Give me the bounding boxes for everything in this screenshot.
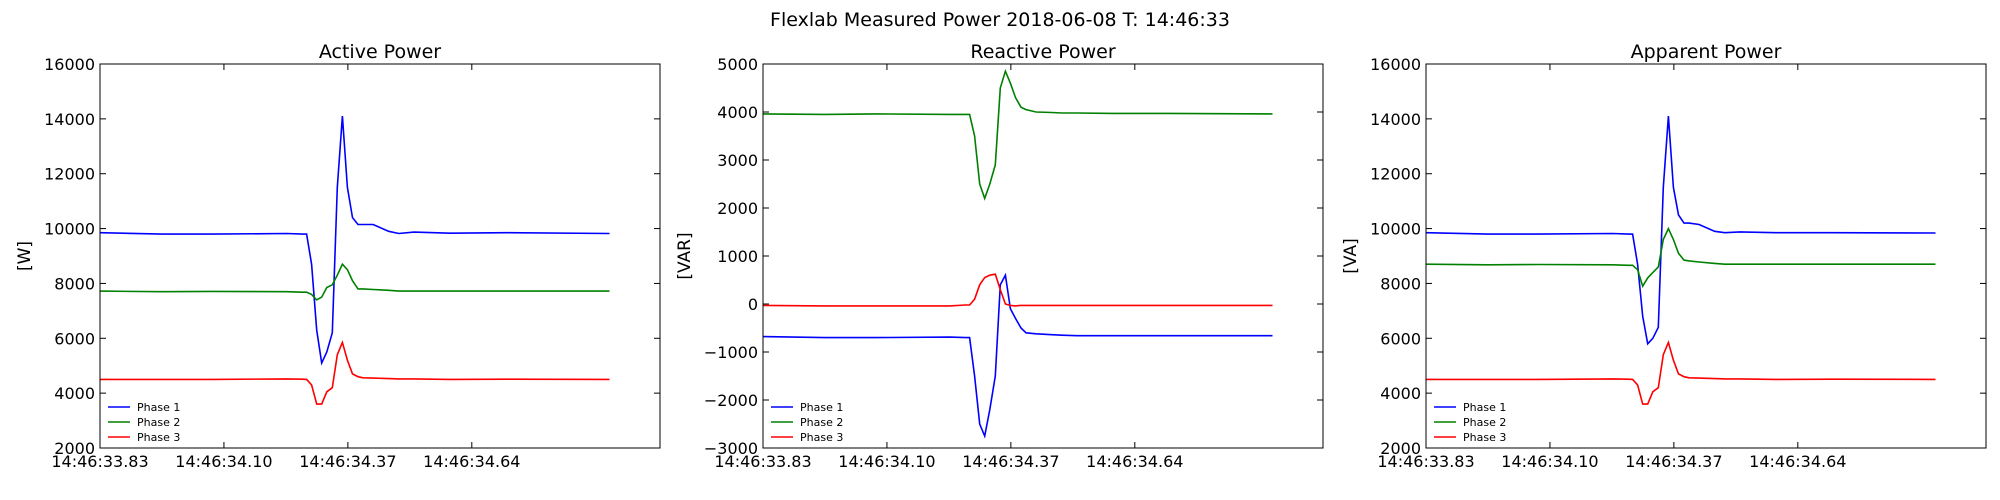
y-tick-label: −3000 [704, 439, 758, 458]
x-tick-label: 14:46:34.64 [423, 452, 520, 471]
x-tick-label: 14:46:34.10 [1501, 452, 1598, 471]
legend-label: Phase 1 [800, 401, 843, 414]
y-tick-label: 3000 [717, 151, 758, 170]
figure-suptitle: Flexlab Measured Power 2018-06-08 T: 14:… [770, 9, 1230, 31]
x-tick-label: 14:46:33.83 [51, 452, 148, 471]
y-tick-label: 2000 [1380, 439, 1421, 458]
y-tick-label: 2000 [54, 439, 95, 458]
x-tick-label: 14:46:34.37 [1625, 452, 1722, 471]
legend-label: Phase 3 [1463, 431, 1506, 444]
plot-area: 2000 4000 6000 8000 10000 12000 14000 16000 14:4… [1370, 55, 1987, 471]
y-tick-label: 6000 [54, 329, 95, 348]
plot-area: −3000 −2000 −1000 0 1000 2000 3000 4000 5000 14:4… [704, 55, 1324, 471]
x-tick-label: 14:46:34.37 [962, 452, 1059, 471]
y-tick-label: 8000 [54, 274, 95, 293]
legend-label: Phase 2 [137, 416, 180, 429]
y-tick-label: 6000 [1380, 329, 1421, 348]
y-tick-label: 14000 [44, 110, 95, 129]
y-tick-label: 12000 [1370, 165, 1421, 184]
y-tick-label: −1000 [704, 343, 758, 362]
series-line-phase-3 [762, 273, 1273, 307]
legend-label: Phase 2 [800, 416, 843, 429]
series-line-phase-2 [1425, 226, 1936, 289]
x-tick-label: 14:46:34.10 [838, 452, 935, 471]
y-tick-label: 1000 [717, 247, 758, 266]
y-tick-label: 16000 [44, 55, 95, 74]
y-tick-label: 2000 [717, 199, 758, 218]
legend-label: Phase 3 [137, 431, 180, 444]
y-tick-label: 0 [748, 295, 758, 314]
y-tick-label: 4000 [717, 103, 758, 122]
y-tick-label: 4000 [54, 384, 95, 403]
y-tick-label: 5000 [717, 55, 758, 74]
x-tick-label: 14:46:34.64 [1086, 452, 1183, 471]
y-tick-label: 10000 [1370, 220, 1421, 239]
y-tick-label: −2000 [704, 391, 758, 410]
series-line-phase-1 [99, 116, 610, 366]
axes-frame [1425, 63, 1987, 449]
y-tick-label: 8000 [1380, 274, 1421, 293]
y-axis-label: [VA] [1341, 238, 1361, 273]
axes-frame [99, 63, 661, 449]
y-axis-label: [VAR] [675, 232, 695, 279]
series-line-phase-1 [1425, 116, 1936, 346]
y-axis-label: [W] [15, 241, 35, 271]
subplot-reactive-power: Reactive Power [VAR] −3000 −2000 −1000 0 100… [675, 41, 1324, 471]
y-tick-label: 4000 [1380, 384, 1421, 403]
x-tick-label: 14:46:34.10 [175, 452, 272, 471]
plot-area: 2000 4000 6000 8000 10000 12000 14000 16000 14:4… [44, 55, 661, 471]
series-line-phase-1 [762, 272, 1273, 439]
subplot-title: Apparent Power [1631, 41, 1782, 63]
series-line-phase-3 [100, 339, 610, 405]
series-line-phase-2 [762, 68, 1273, 201]
x-tick-label: 14:46:33.83 [714, 452, 811, 471]
y-tick-label: 16000 [1370, 55, 1421, 74]
subplot-apparent-power: Apparent Power [VA] 2000 4000 6000 8000 1000… [1341, 41, 1987, 471]
x-tick-label: 14:46:34.64 [1749, 452, 1846, 471]
series-line-phase-3 [1426, 339, 1936, 405]
x-tick-label: 14:46:33.83 [1377, 452, 1474, 471]
legend-label: Phase 3 [800, 431, 843, 444]
legend-label: Phase 1 [137, 401, 180, 414]
subplot-title: Reactive Power [970, 41, 1115, 63]
subplot-active-power: Active Power [W] 2000 4000 6000 8000 10000 12… [15, 41, 661, 471]
legend-label: Phase 2 [1463, 416, 1506, 429]
y-tick-label: 12000 [44, 165, 95, 184]
subplot-title: Active Power [319, 41, 441, 63]
y-tick-label: 10000 [44, 220, 95, 239]
series-line-phase-2 [99, 262, 610, 301]
legend-label: Phase 1 [1463, 401, 1506, 414]
x-tick-label: 14:46:34.37 [299, 452, 396, 471]
y-tick-label: 14000 [1370, 110, 1421, 129]
